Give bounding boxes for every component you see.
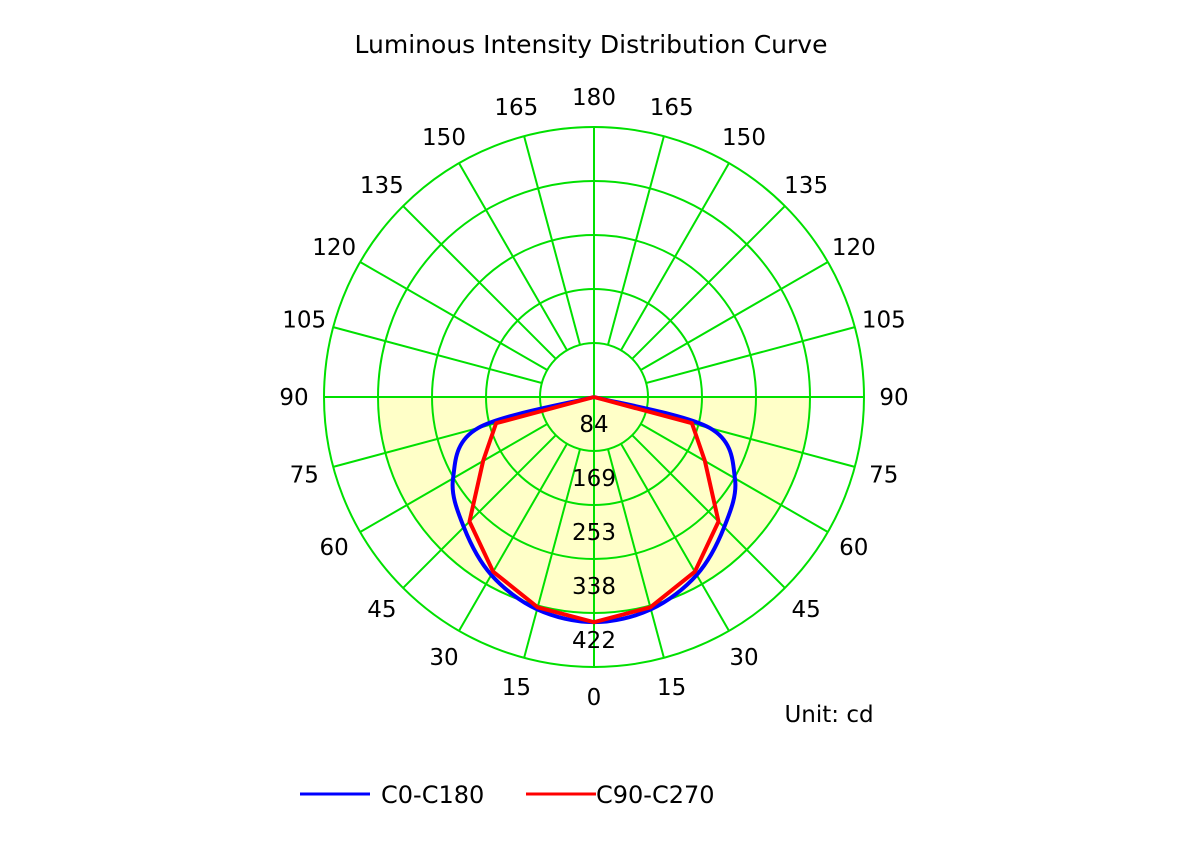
angle-label-left: 45: [367, 597, 396, 623]
angle-label-right: 105: [862, 307, 906, 333]
angle-label-right: 135: [784, 173, 828, 199]
grid-spoke-150: [620, 162, 730, 351]
grid-spoke-195: [523, 135, 581, 346]
angle-label-left: 105: [282, 307, 326, 333]
curve-c90-c270: [467, 395, 721, 625]
grid-spoke-30: [620, 443, 730, 632]
angle-label-bottom: 0: [587, 685, 602, 711]
grid-spoke-45: [631, 434, 786, 589]
grid-spoke-330: [458, 443, 568, 632]
angle-label-left: 165: [494, 95, 538, 121]
angle-label-right: 60: [839, 535, 868, 561]
angle-label-right: 45: [791, 597, 820, 623]
legend-label-c90-c270: C90-C270: [596, 781, 715, 809]
radial-tick-label: 422: [572, 628, 616, 654]
angle-label-right: 165: [650, 95, 694, 121]
angle-label-right: 90: [879, 385, 908, 411]
grid-spoke-345: [523, 448, 581, 659]
grid-spoke-240: [359, 261, 548, 371]
angle-label-left: 90: [279, 385, 308, 411]
angle-label-left: 15: [502, 675, 531, 701]
unit-label: Unit: cd: [784, 702, 873, 728]
angle-label-right: 150: [722, 125, 766, 151]
grid-spoke-165: [607, 135, 665, 346]
legend: C0-C180 C90-C270: [300, 781, 715, 809]
grid-spoke-135: [631, 205, 786, 360]
angle-label-left: 60: [320, 535, 349, 561]
angle-label-right: 15: [657, 675, 686, 701]
grid-spoke-315: [402, 434, 557, 589]
angle-label-left: 120: [312, 235, 356, 261]
angle-label-right: 30: [729, 645, 758, 671]
grid-spoke-15: [607, 448, 665, 659]
grid-spoke-225: [402, 205, 557, 360]
radial-tick-label: 84: [579, 412, 608, 438]
angle-label-right: 75: [869, 463, 898, 489]
angle-label-right: 120: [832, 235, 876, 261]
chart-title: Luminous Intensity Distribution Curve: [355, 30, 828, 59]
angle-label-top: 180: [572, 85, 616, 111]
legend-label-c0-c180: C0-C180: [381, 781, 484, 809]
grid-spoke-120: [640, 261, 829, 371]
grid-spoke-255: [332, 326, 543, 384]
angle-label-left: 135: [360, 173, 404, 199]
angle-label-left: 150: [422, 125, 466, 151]
radial-tick-label: 169: [572, 466, 616, 492]
angle-label-left: 75: [290, 463, 319, 489]
grid-spoke-210: [458, 162, 568, 351]
angle-label-left: 30: [429, 645, 458, 671]
axis-labels: 84 169 253 338 422 180 0 165 165 150 150 135 135 120 1…: [279, 85, 908, 711]
radial-tick-label: 338: [572, 574, 616, 600]
radial-tick-label: 253: [572, 520, 616, 546]
grid-spoke-105: [645, 326, 856, 384]
intensity-curves: [450, 395, 738, 625]
